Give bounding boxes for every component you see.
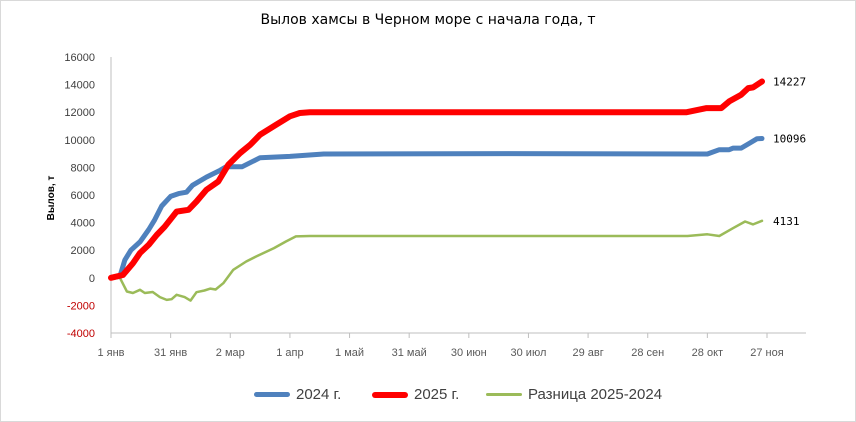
y-tick-label: 12000 xyxy=(64,107,95,119)
series-line-0 xyxy=(108,136,765,281)
series-line-1 xyxy=(108,78,765,281)
x-tick-label: 2 мар xyxy=(216,347,245,359)
y-tick-label: 0 xyxy=(89,273,95,285)
x-tick-label: 31 май xyxy=(392,347,427,359)
legend-swatch-diff xyxy=(486,393,522,396)
end-data-label: 4131 xyxy=(773,215,800,228)
y-tick-label: 4000 xyxy=(71,218,95,230)
legend-item-2025: 2025 г. xyxy=(372,386,459,403)
end-data-label: 10096 xyxy=(773,132,806,145)
legend: 2024 г. 2025 г. Разница 2025-2024 xyxy=(0,386,856,410)
y-tick-label: 2000 xyxy=(71,245,95,257)
legend-swatch-2024 xyxy=(254,392,290,397)
y-tick-label: 8000 xyxy=(71,162,95,174)
y-tick-label: 6000 xyxy=(71,190,95,202)
legend-label-2025: 2025 г. xyxy=(414,386,460,403)
y-tick-label: 10000 xyxy=(64,135,95,147)
legend-item-diff: Разница 2025-2024 xyxy=(486,386,662,403)
end-data-label: 14227 xyxy=(773,75,806,88)
x-tick-label: 1 янв xyxy=(97,347,124,359)
x-tick-label: 1 май xyxy=(335,347,364,359)
x-tick-label: 31 янв xyxy=(154,347,187,359)
x-tick-label: 28 сен xyxy=(631,347,664,359)
x-tick-label: 28 окт xyxy=(692,347,723,359)
x-tick-label: 30 июл xyxy=(511,347,547,359)
y-tick-label: -4000 xyxy=(67,328,95,340)
legend-label-2024: 2024 г. xyxy=(296,386,342,403)
y-tick-label: 16000 xyxy=(64,52,95,64)
x-tick-label: 30 июн xyxy=(451,347,487,359)
x-tick-label: 29 авг xyxy=(572,347,603,359)
legend-swatch-2025 xyxy=(372,391,408,398)
chart-title: Вылов хамсы в Черном море с начала года,… xyxy=(260,12,596,28)
y-tick-label: 14000 xyxy=(64,80,95,92)
x-tick-label: 27 ноя xyxy=(750,347,783,359)
y-tick-label: -2000 xyxy=(67,300,95,312)
series-line-2 xyxy=(109,219,764,302)
legend-label-diff: Разница 2025-2024 xyxy=(528,386,663,403)
legend-item-2024: 2024 г. xyxy=(254,386,341,403)
x-tick-label: 1 апр xyxy=(276,347,303,359)
y-axis-title: Вылов, т xyxy=(46,176,57,221)
